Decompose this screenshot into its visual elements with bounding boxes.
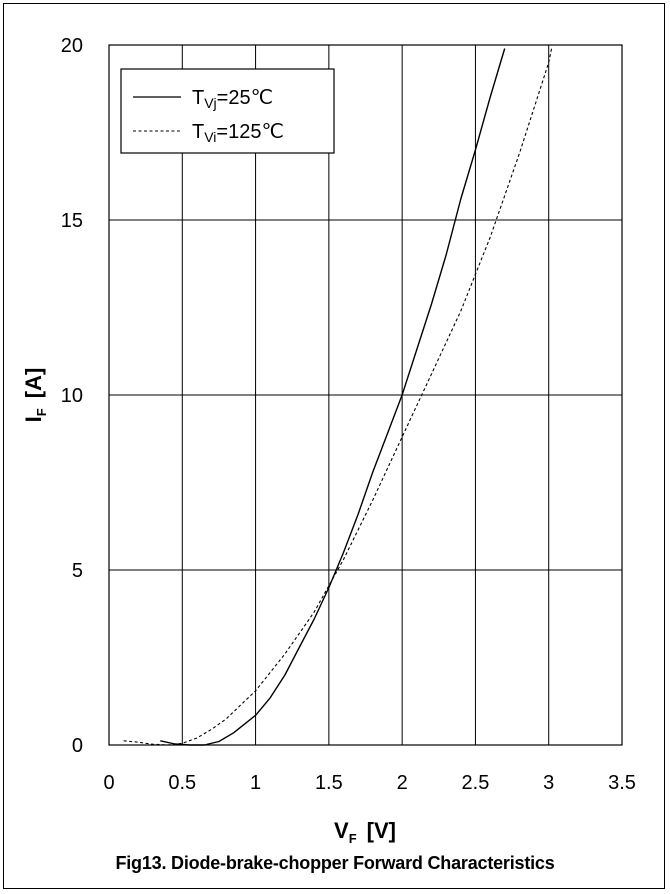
y-tick-label: 0 [72,735,83,757]
y-tick-label: 15 [61,210,83,232]
y-tick-label: 5 [72,560,83,582]
x-tick-label: 1 [250,772,261,794]
legend: TVj=25℃ TVi=125℃ [120,68,335,154]
legend-label-25c: TVj=25℃ [192,87,273,111]
x-tick-label: 3 [543,772,554,794]
plot-area [108,44,623,746]
x-tick-label: 0.5 [168,772,196,794]
x-tick-label: 2 [397,772,408,794]
series-lines [123,48,553,746]
legend-label-125c: TVi=125℃ [192,121,284,145]
x-tick-label: 3.5 [608,772,636,794]
x-axis-title: VF [V] [334,818,396,846]
y-tick-label: 10 [61,385,83,407]
x-tick-label: 0 [103,772,114,794]
x-tick-label: 2.5 [462,772,490,794]
y-axis-title: IF[A] [21,368,49,423]
figure-frame [3,3,665,889]
figure-caption: Fig13. Diode-brake-chopper Forward Chara… [115,853,555,873]
x-tick-label: 1.5 [315,772,343,794]
series-line-0 [160,48,506,746]
legend-box [120,68,335,154]
grid [109,45,622,745]
y-tick-label: 20 [61,35,83,57]
tick-labels: 0 0.5 1 1.5 2 2.5 3 3.5 0 5 10 15 20 [61,35,636,794]
